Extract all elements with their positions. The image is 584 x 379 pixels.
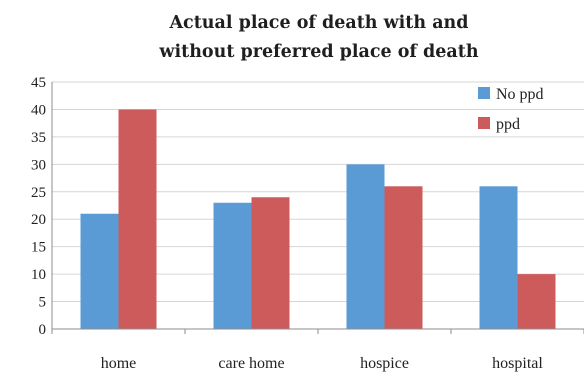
bar-no-ppd	[479, 186, 518, 329]
bar-ppd	[251, 197, 290, 329]
legend: No ppd ppd	[478, 86, 544, 133]
y-tick-label: 10	[31, 267, 46, 283]
x-category-label: hospital	[492, 355, 543, 372]
bar-no-ppd	[346, 164, 385, 329]
bar-no-ppd	[80, 213, 119, 329]
x-category-label: home	[101, 355, 137, 372]
y-tick-label: 0	[39, 322, 47, 338]
chart-title-line-1: Actual place of death with and	[168, 13, 468, 33]
y-tick-label: 25	[31, 185, 46, 201]
legend-label: No ppd	[496, 86, 544, 103]
axes	[51, 82, 584, 334]
y-tick-label: 20	[31, 212, 46, 228]
bar-ppd	[118, 109, 157, 329]
bar-ppd	[517, 274, 556, 329]
bar-ppd	[384, 186, 423, 329]
legend-swatch	[478, 117, 490, 129]
legend-label: ppd	[496, 116, 520, 133]
chart-title: Actual place of death with and without p…	[158, 13, 478, 62]
y-tick-label: 30	[31, 157, 46, 173]
chart-title-line-2: without preferred place of death	[158, 42, 478, 62]
bars	[80, 109, 556, 329]
x-category-label: care home	[218, 355, 284, 372]
y-tick-label: 40	[31, 102, 46, 118]
y-axis-tick-labels: 0 5 10 15 20 25 30 35 40 45	[31, 75, 46, 338]
y-tick-label: 45	[31, 75, 46, 91]
y-tick-label: 15	[31, 240, 46, 256]
y-tick-label: 5	[39, 295, 47, 311]
bar-no-ppd	[213, 202, 252, 329]
x-category-label: hospice	[360, 355, 409, 372]
legend-swatch	[478, 87, 490, 99]
y-tick-label: 35	[31, 130, 46, 146]
x-axis-category-labels: home care home hospice hospital	[101, 355, 544, 372]
